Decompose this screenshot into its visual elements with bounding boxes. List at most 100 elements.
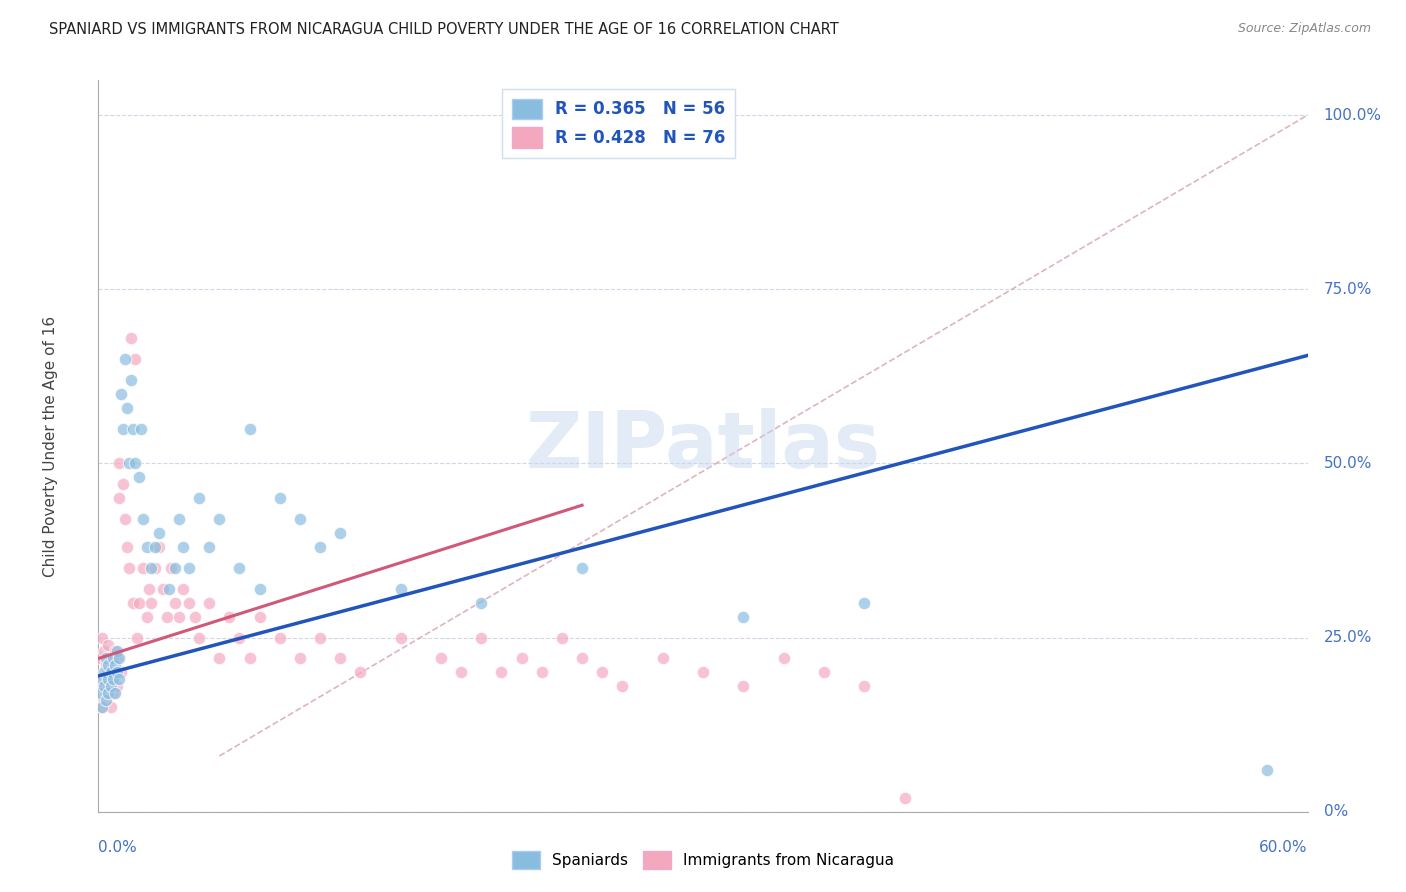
Point xyxy=(239,651,262,665)
Point xyxy=(612,679,634,693)
Point xyxy=(198,596,221,610)
Point xyxy=(228,561,250,575)
Point xyxy=(107,491,129,506)
Point xyxy=(389,631,412,645)
Text: SPANIARD VS IMMIGRANTS FROM NICARAGUA CHILD POVERTY UNDER THE AGE OF 16 CORRELAT: SPANIARD VS IMMIGRANTS FROM NICARAGUA CH… xyxy=(49,22,839,37)
Point xyxy=(591,665,613,680)
Point xyxy=(853,596,876,610)
Point xyxy=(89,686,111,700)
Point xyxy=(97,665,120,680)
Point xyxy=(103,644,125,658)
Point xyxy=(143,540,166,554)
Point xyxy=(105,665,128,680)
Point xyxy=(188,491,211,506)
Point xyxy=(651,651,673,665)
Point xyxy=(160,561,183,575)
Point xyxy=(118,457,141,471)
Point xyxy=(120,331,142,345)
Text: Child Poverty Under the Age of 16: Child Poverty Under the Age of 16 xyxy=(42,316,58,576)
Point xyxy=(101,673,124,687)
Text: 25.0%: 25.0% xyxy=(1323,630,1372,645)
Point xyxy=(208,512,231,526)
Point xyxy=(139,596,162,610)
Point xyxy=(101,673,124,687)
Point xyxy=(91,631,114,645)
Point xyxy=(129,421,152,435)
Point xyxy=(128,596,150,610)
Point xyxy=(152,582,174,596)
Point xyxy=(96,658,118,673)
Point xyxy=(218,609,240,624)
Point xyxy=(105,651,128,665)
Point xyxy=(470,596,492,610)
Point xyxy=(329,526,352,541)
Point xyxy=(389,582,412,596)
Point xyxy=(772,651,794,665)
Text: 75.0%: 75.0% xyxy=(1323,282,1372,297)
Point xyxy=(132,512,155,526)
Point xyxy=(239,421,262,435)
Point xyxy=(93,673,115,687)
Point xyxy=(163,596,186,610)
Point xyxy=(135,609,157,624)
Point xyxy=(157,582,180,596)
Point xyxy=(93,665,115,680)
Point xyxy=(105,679,128,693)
Point xyxy=(107,457,129,471)
Point xyxy=(96,686,118,700)
Point xyxy=(97,679,120,693)
Point xyxy=(571,561,593,575)
Point xyxy=(97,673,120,687)
Text: ZIPatlas: ZIPatlas xyxy=(526,408,880,484)
Point xyxy=(101,651,124,665)
Point xyxy=(111,477,134,491)
Point xyxy=(309,631,332,645)
Point xyxy=(1256,763,1278,777)
Text: Source: ZipAtlas.com: Source: ZipAtlas.com xyxy=(1237,22,1371,36)
Point xyxy=(97,658,120,673)
Point xyxy=(138,582,160,596)
Point xyxy=(198,540,221,554)
Point xyxy=(249,582,271,596)
Point xyxy=(118,561,141,575)
Point xyxy=(450,665,472,680)
Point xyxy=(93,644,115,658)
Point xyxy=(156,609,179,624)
Point xyxy=(120,373,142,387)
Point xyxy=(91,700,114,714)
Point xyxy=(179,596,201,610)
Point xyxy=(97,638,120,652)
Point xyxy=(269,631,291,645)
Legend: R = 0.365   N = 56, R = 0.428   N = 76: R = 0.365 N = 56, R = 0.428 N = 76 xyxy=(502,88,735,158)
Point xyxy=(167,512,190,526)
Point xyxy=(89,651,111,665)
Point xyxy=(167,609,190,624)
Point xyxy=(470,631,492,645)
Point xyxy=(89,679,111,693)
Point xyxy=(128,470,150,484)
Text: 60.0%: 60.0% xyxy=(1260,839,1308,855)
Point xyxy=(97,686,120,700)
Point xyxy=(110,386,132,401)
Point xyxy=(103,686,125,700)
Point xyxy=(114,512,136,526)
Point xyxy=(309,540,332,554)
Point xyxy=(132,561,155,575)
Point xyxy=(329,651,352,665)
Point xyxy=(733,609,755,624)
Point xyxy=(96,693,118,707)
Point xyxy=(91,673,114,687)
Point xyxy=(430,651,453,665)
Point xyxy=(114,351,136,366)
Point xyxy=(96,651,118,665)
Point xyxy=(813,665,835,680)
Point xyxy=(93,693,115,707)
Point xyxy=(110,665,132,680)
Point xyxy=(93,679,115,693)
Point xyxy=(135,540,157,554)
Text: 50.0%: 50.0% xyxy=(1323,456,1372,471)
Point xyxy=(208,651,231,665)
Point xyxy=(349,665,371,680)
Point xyxy=(551,631,574,645)
Point xyxy=(139,561,162,575)
